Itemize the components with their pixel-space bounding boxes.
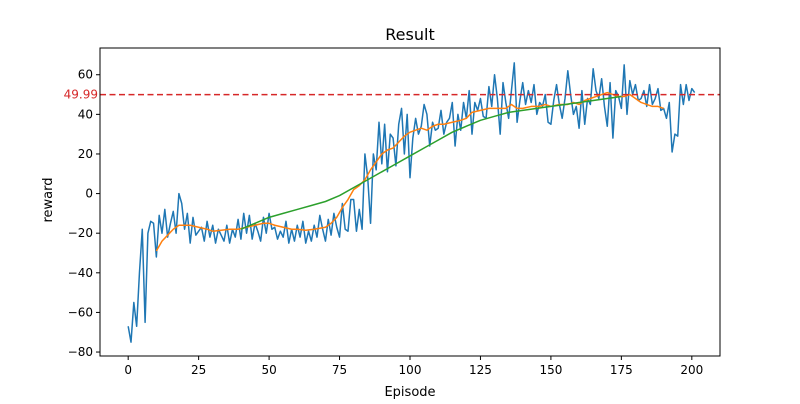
y-tick-label: −40 [68,266,93,280]
y-tick-label: 20 [78,147,93,161]
plot-area [100,62,720,343]
y-tick-label: 40 [78,107,93,121]
x-tick-label: 100 [399,363,422,377]
x-tick-label: 50 [261,363,276,377]
x-tick-label: 150 [539,363,562,377]
plot-content [100,62,720,343]
x-tick-label: 75 [332,363,347,377]
x-axis-label: Episode [384,385,435,400]
y-tick-label: −80 [68,345,93,359]
axes: 49.99 0 25 50 75 100 125 150 175 200 −80 −60 −40 −20 0… [64,47,721,377]
y-tick-label: 60 [78,68,93,82]
reference-line-label: 49.99 [64,88,98,102]
y-tick-label: −20 [68,226,93,240]
chart-title: Result [385,25,434,44]
y-tick-label: 0 [85,187,93,201]
series-line-raw [127,62,696,343]
x-tick-label: 0 [124,363,132,377]
x-tick-label: 200 [680,363,703,377]
x-tick-label: 25 [191,363,206,377]
x-tick-label: 175 [610,363,633,377]
y-axis-label: reward [41,177,56,222]
series-line-trend [240,95,622,230]
x-tick-label: 125 [469,363,492,377]
y-tick-label: −60 [68,305,93,319]
